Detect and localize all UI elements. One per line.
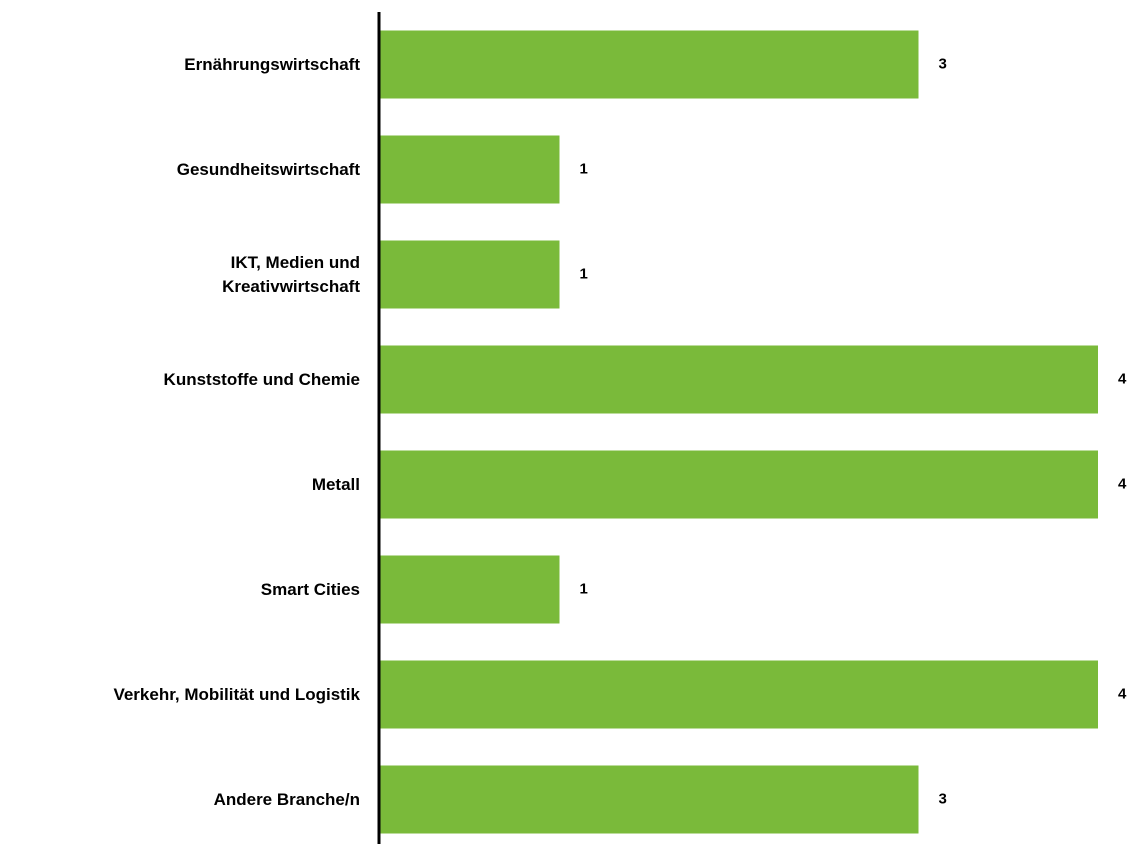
category-label: Gesundheitswirtschaft bbox=[176, 159, 360, 179]
bar bbox=[380, 555, 560, 624]
category-label: IKT, Medien und Kreativwirtschaft bbox=[222, 252, 360, 296]
value-label: 3 bbox=[939, 55, 947, 72]
category-label: Verkehr, Mobilität und Logistik bbox=[113, 684, 360, 704]
bar bbox=[380, 30, 919, 99]
category-label: Andere Branche/n bbox=[213, 789, 360, 809]
bar bbox=[380, 135, 560, 204]
value-label: 1 bbox=[580, 580, 588, 597]
bar bbox=[380, 660, 1098, 729]
value-label: 4 bbox=[1118, 475, 1127, 492]
value-label: 3 bbox=[939, 790, 947, 807]
category-label: Smart Cities bbox=[260, 579, 360, 599]
category-label: Metall bbox=[311, 474, 360, 494]
category-label: Kunststoffe und Chemie bbox=[163, 369, 360, 389]
bar bbox=[380, 450, 1098, 519]
bar bbox=[380, 765, 919, 834]
value-label: 4 bbox=[1118, 685, 1127, 702]
bar bbox=[380, 240, 560, 309]
value-label: 4 bbox=[1118, 370, 1127, 387]
value-label: 1 bbox=[580, 160, 588, 177]
bar bbox=[380, 345, 1098, 414]
category-label: Ernährungswirtschaft bbox=[184, 54, 360, 74]
value-label: 1 bbox=[580, 265, 588, 282]
